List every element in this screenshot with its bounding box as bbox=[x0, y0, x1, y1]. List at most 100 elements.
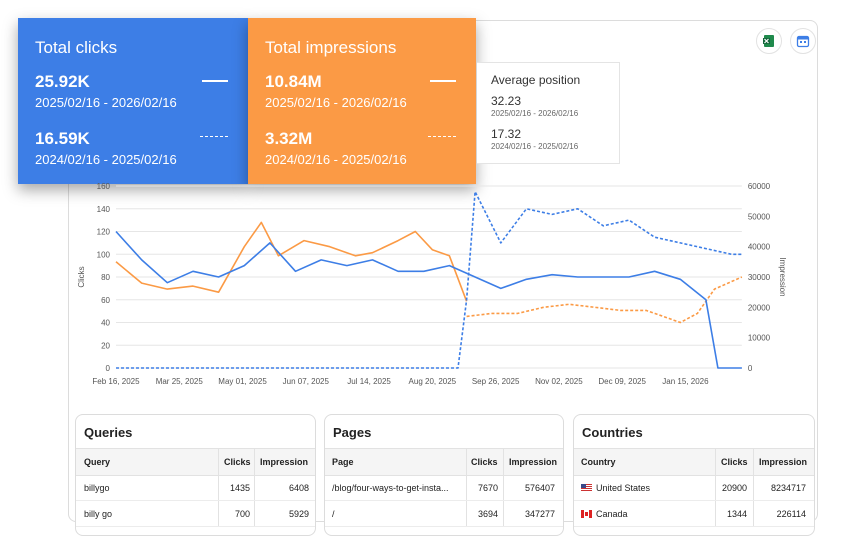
solid-line-legend bbox=[202, 80, 228, 82]
clicks-current-range: 2025/02/16 - 2026/02/16 bbox=[35, 95, 177, 110]
impression-cell: 8234717 bbox=[770, 482, 806, 493]
table-row[interactable]: / 3694 347277 bbox=[325, 501, 563, 527]
canada-flag-icon bbox=[581, 509, 592, 518]
card-title: Average position bbox=[491, 73, 581, 87]
table-header: Country Clicks Impression bbox=[574, 448, 814, 476]
position-previous-range: 2024/02/16 - 2025/02/16 bbox=[491, 142, 579, 151]
dashed-line-legend bbox=[200, 136, 228, 137]
y-right-tick-label: 20000 bbox=[748, 303, 771, 312]
y-tick-label: 160 bbox=[97, 182, 111, 191]
column-header[interactable]: Impression bbox=[260, 457, 309, 467]
excel-icon[interactable] bbox=[756, 28, 782, 54]
y-right-axis-label: Impression bbox=[778, 257, 787, 296]
card-title: Total impressions bbox=[265, 38, 397, 57]
country-name: Canada bbox=[596, 508, 628, 519]
column-header[interactable]: Clicks bbox=[224, 457, 251, 467]
impressions-current-range: 2025/02/16 - 2026/02/16 bbox=[265, 95, 407, 110]
position-previous-value: 17.32 bbox=[491, 127, 522, 141]
y-tick-label: 80 bbox=[101, 273, 110, 282]
query-cell: billy go bbox=[84, 508, 113, 519]
y-right-tick-label: 40000 bbox=[748, 243, 771, 252]
position-current-value: 32.23 bbox=[491, 94, 522, 108]
clicks-previous-value: 16.59K bbox=[35, 129, 90, 148]
series-line bbox=[115, 230, 742, 369]
y-right-tick-label: 50000 bbox=[748, 212, 771, 221]
clicks-cell: 20900 bbox=[721, 482, 747, 493]
table-title: Countries bbox=[582, 425, 643, 440]
y-tick-label: 0 bbox=[106, 364, 111, 373]
average-position-card[interactable]: Average position 32.23 2025/02/16 - 2026… bbox=[477, 62, 620, 164]
column-header[interactable]: Page bbox=[332, 457, 354, 467]
country-cell: United States bbox=[581, 475, 650, 500]
clicks-cell: 1344 bbox=[726, 508, 747, 519]
total-impressions-card[interactable]: Total impressions 10.84M 2025/02/16 - 20… bbox=[248, 18, 476, 184]
table-row[interactable]: Canada 1344 226114 bbox=[574, 501, 814, 527]
impression-cell: 6408 bbox=[288, 482, 309, 493]
impression-cell: 347277 bbox=[524, 508, 555, 519]
y-tick-label: 140 bbox=[97, 205, 111, 214]
y-right-tick-label: 10000 bbox=[748, 334, 771, 343]
table-header: Query Clicks Impression bbox=[76, 448, 315, 476]
query-cell: billygo bbox=[84, 482, 110, 493]
column-header[interactable]: Impression bbox=[509, 457, 558, 467]
clicks-current-value: 25.92K bbox=[35, 72, 90, 91]
column-header[interactable]: Query bbox=[84, 457, 111, 467]
x-tick-label: Jan 15, 2026 bbox=[662, 377, 709, 386]
column-header[interactable]: Country bbox=[581, 457, 616, 467]
y-right-tick-label: 30000 bbox=[748, 273, 771, 282]
y-tick-label: 100 bbox=[97, 250, 111, 259]
series-line bbox=[466, 276, 743, 324]
table-title: Pages bbox=[333, 425, 372, 440]
y-tick-label: 60 bbox=[101, 296, 110, 305]
clicks-previous-range: 2024/02/16 - 2025/02/16 bbox=[35, 152, 177, 167]
page-link[interactable]: / bbox=[332, 508, 335, 519]
column-header[interactable]: Impression bbox=[759, 457, 808, 467]
country-cell: Canada bbox=[581, 501, 628, 526]
table-row[interactable]: /blog/four-ways-to-get-insta... 7670 576… bbox=[325, 475, 563, 501]
solid-line-legend bbox=[430, 80, 456, 82]
dashed-line-legend bbox=[428, 136, 456, 137]
pages-table: Pages Page Clicks Impression /blog/four-… bbox=[324, 414, 564, 536]
y-tick-label: 20 bbox=[101, 341, 110, 350]
total-clicks-card[interactable]: Total clicks 25.92K 2025/02/16 - 2026/02… bbox=[18, 18, 248, 184]
y-tick-label: 40 bbox=[101, 319, 110, 328]
impression-cell: 226114 bbox=[776, 508, 806, 519]
y-tick-label: 120 bbox=[97, 228, 111, 237]
impressions-previous-value: 3.32M bbox=[265, 129, 313, 148]
country-name: United States bbox=[596, 482, 651, 493]
table-header: Page Clicks Impression bbox=[325, 448, 563, 476]
clicks-cell: 700 bbox=[234, 508, 250, 519]
impression-cell: 576407 bbox=[524, 482, 555, 493]
series-line bbox=[115, 221, 468, 302]
y-axis-label: Clicks bbox=[77, 266, 86, 287]
x-tick-label: Sep 26, 2025 bbox=[472, 377, 520, 386]
position-current-range: 2025/02/16 - 2026/02/16 bbox=[491, 109, 579, 118]
x-tick-label: Feb 16, 2025 bbox=[92, 377, 140, 386]
x-tick-label: May 01, 2025 bbox=[218, 377, 267, 386]
card-title: Total clicks bbox=[35, 38, 118, 57]
calendar-icon[interactable] bbox=[790, 28, 816, 54]
table-title: Queries bbox=[84, 425, 133, 440]
y-right-tick-label: 0 bbox=[748, 364, 753, 373]
impressions-current-value: 10.84M bbox=[265, 72, 322, 91]
x-tick-label: Jun 07, 2025 bbox=[283, 377, 330, 386]
clicks-cell: 3694 bbox=[477, 508, 498, 519]
y-right-tick-label: 60000 bbox=[748, 182, 771, 191]
table-row[interactable]: United States 20900 8234717 bbox=[574, 475, 814, 501]
x-tick-label: Jul 14, 2025 bbox=[347, 377, 391, 386]
clicks-cell: 7670 bbox=[477, 482, 498, 493]
table-row[interactable]: billy go 700 5929 bbox=[76, 501, 315, 527]
series-line bbox=[116, 190, 742, 369]
queries-table: Queries Query Clicks Impression billygo … bbox=[75, 414, 316, 536]
x-tick-label: Mar 25, 2025 bbox=[156, 377, 204, 386]
page-link[interactable]: /blog/four-ways-to-get-insta... bbox=[332, 482, 449, 493]
impressions-previous-range: 2024/02/16 - 2025/02/16 bbox=[265, 152, 407, 167]
us-flag-icon bbox=[581, 483, 592, 492]
impression-cell: 5929 bbox=[288, 508, 309, 519]
column-header[interactable]: Clicks bbox=[471, 457, 498, 467]
clicks-cell: 1435 bbox=[229, 482, 250, 493]
column-header[interactable]: Clicks bbox=[721, 457, 748, 467]
x-tick-label: Dec 09, 2025 bbox=[598, 377, 646, 386]
table-row[interactable]: billygo 1435 6408 bbox=[76, 475, 315, 501]
x-tick-label: Nov 02, 2025 bbox=[535, 377, 583, 386]
